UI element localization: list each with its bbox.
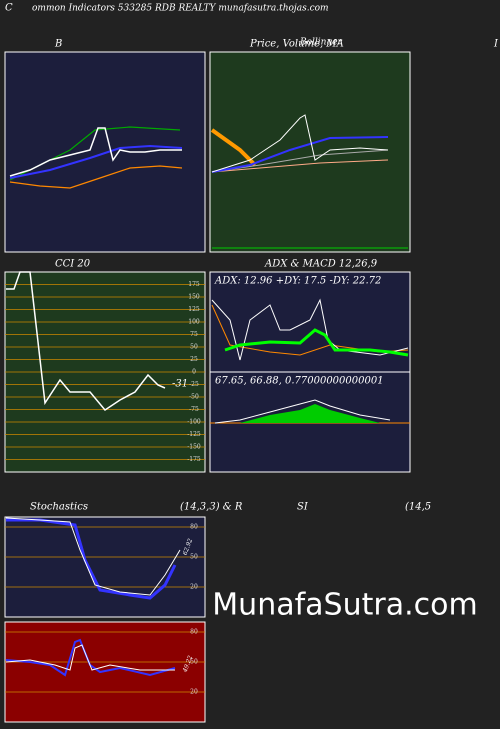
- y-tick-label: -100: [187, 419, 201, 426]
- y-tick-label: 100: [188, 319, 200, 326]
- curve: [211, 136, 389, 173]
- y-tick-label: 0: [192, 369, 196, 376]
- y-tick-label: 125: [188, 306, 200, 313]
- panel: [209, 271, 411, 373]
- curve: [211, 159, 389, 173]
- y-tick-label: -25: [189, 381, 199, 388]
- curve: [6, 271, 166, 411]
- y-tick-label: -125: [187, 431, 201, 438]
- panel: [4, 516, 206, 618]
- y-tick-label: 175: [188, 281, 200, 288]
- curve: [214, 399, 391, 424]
- y-tick-label: -75: [189, 406, 199, 413]
- header-edge: I: [493, 39, 499, 50]
- curve: [5, 517, 181, 596]
- curve: [9, 165, 183, 189]
- curve: [5, 644, 175, 671]
- panel-text: 67.65, 66.88, 0.77000000000001: [215, 376, 384, 387]
- curve: [9, 127, 182, 177]
- curve: [9, 144, 183, 179]
- panel-params: (14,5: [405, 502, 431, 513]
- y-tick-label: 150: [188, 294, 200, 301]
- curve: [5, 638, 176, 677]
- y-tick-label: 20: [190, 689, 198, 696]
- header-title: ommon Indicators 533285 RDB REALTY munaf…: [32, 4, 329, 14]
- panel-text: ADX: 12.96 +DY: 17.5 -DY: 22.72: [214, 276, 381, 287]
- value-label: -31: [172, 379, 188, 390]
- panel-label: B: [54, 39, 62, 50]
- y-tick-label: 20: [190, 584, 198, 591]
- panel-label: SI: [297, 502, 309, 513]
- y-tick-label: 50: [190, 554, 198, 561]
- panel-overlay: Bollinger: [299, 38, 343, 48]
- panel-label: Price, Volume, MA: [249, 39, 344, 50]
- panel-label: Stochastics: [30, 502, 88, 513]
- curve: [224, 328, 409, 357]
- y-tick-label: 50: [190, 344, 198, 351]
- curve: [211, 114, 389, 173]
- curve: [6, 518, 177, 600]
- panel-params: (14,3,3) & R: [180, 502, 243, 513]
- histogram: [240, 404, 380, 423]
- panel-label: CCI 20: [55, 259, 91, 270]
- y-tick-label: 80: [190, 524, 198, 531]
- header-lead: C: [5, 3, 13, 14]
- watermark: MunafaSutra.com: [212, 588, 477, 623]
- y-tick-label: -175: [187, 456, 201, 463]
- panel-label: ADX & MACD 12,26,9: [264, 259, 378, 270]
- y-tick-label: -50: [189, 394, 199, 401]
- y-tick-label: 25: [190, 356, 198, 363]
- y-tick-label: -150: [187, 444, 201, 451]
- y-tick-label: 75: [190, 331, 198, 338]
- y-tick-label: 50: [190, 659, 198, 666]
- y-tick-label: 80: [190, 629, 198, 636]
